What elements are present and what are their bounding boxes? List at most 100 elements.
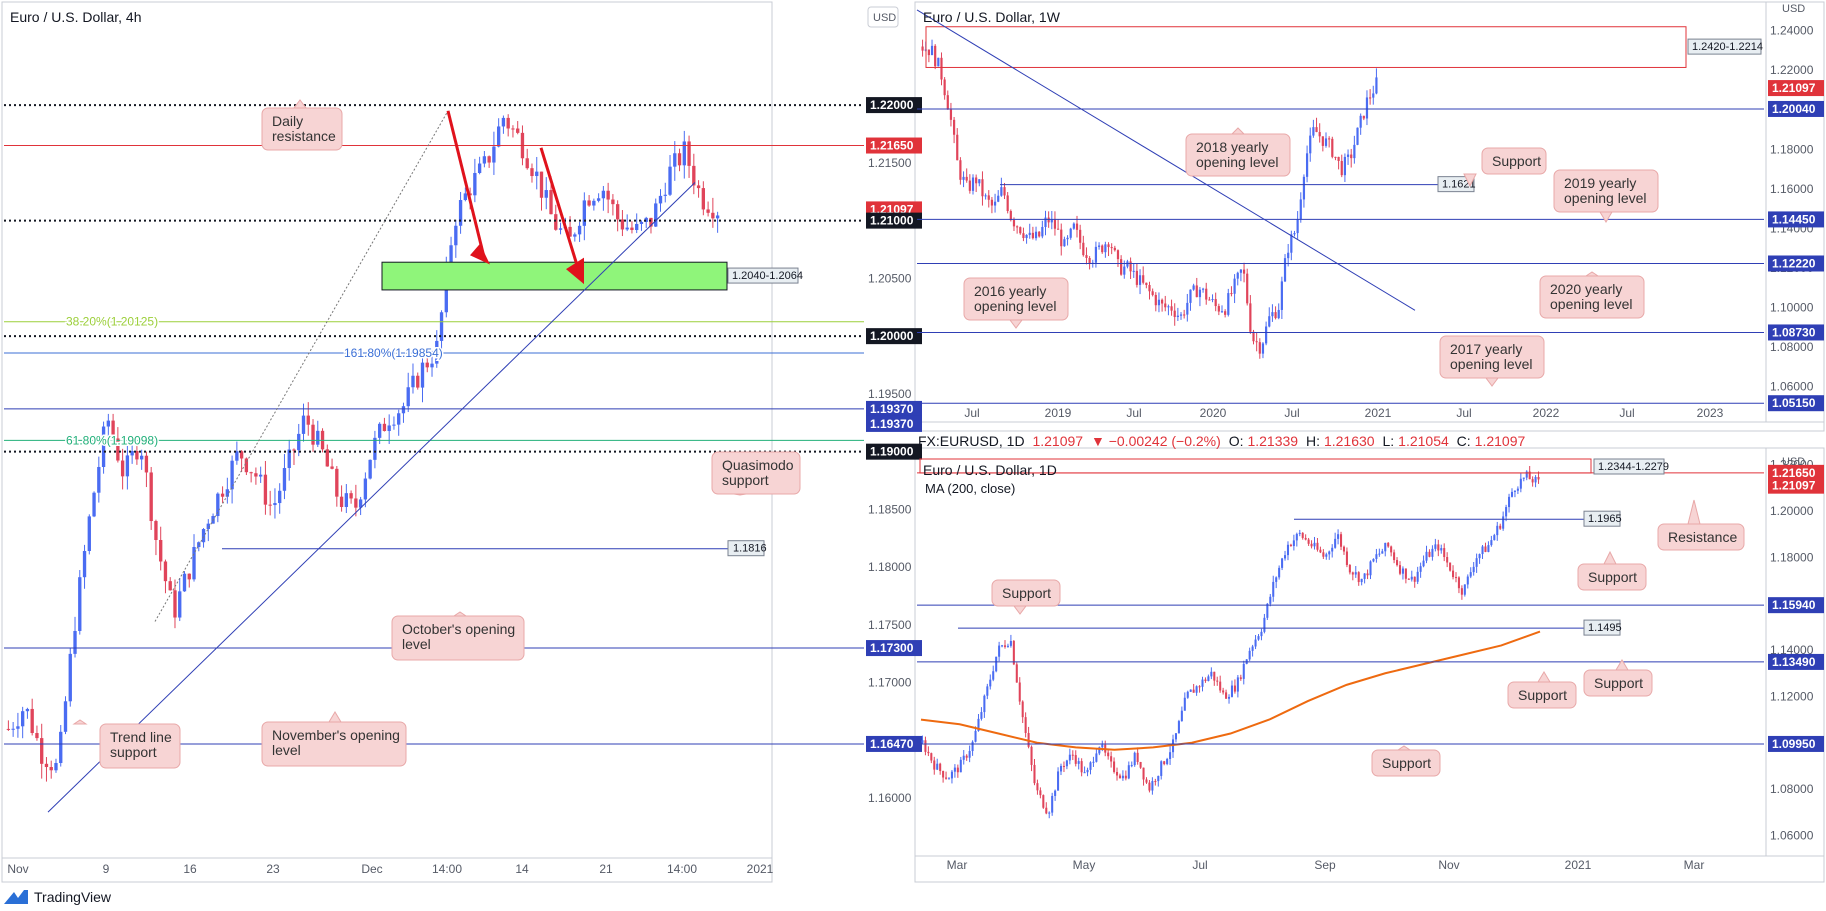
candle-body bbox=[615, 204, 620, 220]
pane-1d bbox=[914, 447, 1825, 883]
candle-body bbox=[1192, 689, 1195, 693]
candle-body bbox=[1356, 127, 1359, 145]
y-tick-label: 1.12000 bbox=[1770, 689, 1814, 703]
candle-body bbox=[1331, 138, 1334, 157]
candle-body bbox=[620, 219, 625, 230]
chart-title-1d: Euro / U.S. Dollar, 1D bbox=[923, 462, 1057, 478]
candle-body bbox=[287, 449, 291, 469]
candle-body bbox=[1006, 195, 1009, 212]
candle-body bbox=[1208, 299, 1211, 301]
price-badge bbox=[866, 137, 922, 154]
candle-body bbox=[78, 577, 82, 631]
candle-body bbox=[1230, 685, 1234, 697]
candle-body bbox=[411, 375, 415, 388]
candle-body bbox=[711, 212, 715, 219]
candle-body bbox=[1127, 765, 1130, 779]
candle-body bbox=[965, 176, 968, 181]
candle-body bbox=[1277, 309, 1280, 319]
high-value: 1.21630 bbox=[1323, 433, 1375, 449]
candle-body bbox=[998, 645, 1001, 657]
candle-body bbox=[1033, 764, 1036, 784]
price-badge-label: 1.12220 bbox=[1772, 256, 1816, 270]
candle-body bbox=[1121, 775, 1124, 779]
price-change: ▼ −0.00242 (−0.2%) bbox=[1090, 433, 1221, 449]
indicator-label: MA (200, close) bbox=[925, 481, 1015, 496]
candle-body bbox=[1053, 219, 1057, 229]
candle-body bbox=[1198, 289, 1202, 298]
candle-body bbox=[568, 226, 572, 237]
x-tick-label: 21 bbox=[599, 862, 613, 876]
callout-text: Resistance bbox=[1668, 529, 1737, 545]
candle-body bbox=[601, 190, 606, 199]
brand-name[interactable]: TradingView bbox=[34, 889, 112, 905]
candle-body bbox=[1220, 311, 1224, 313]
candle-body bbox=[1269, 596, 1272, 604]
candle-body bbox=[1113, 247, 1116, 251]
x-tick-label: 16 bbox=[183, 862, 197, 876]
price-badge-label: 1.14450 bbox=[1772, 212, 1816, 226]
price-badge bbox=[866, 640, 922, 657]
candle-body bbox=[956, 767, 959, 773]
candle-body bbox=[1233, 278, 1236, 294]
price-badge-label: 1.09950 bbox=[1772, 737, 1816, 751]
price-badge bbox=[1768, 477, 1824, 494]
price-badge-label: 1.13490 bbox=[1772, 655, 1816, 669]
pane-1w-layer: 1.060001.080001.100001.120001.140001.160… bbox=[916, 9, 1824, 420]
candle-body bbox=[1334, 538, 1337, 548]
callout-text: opening level bbox=[1550, 296, 1633, 312]
price-badge-label: 1.05150 bbox=[1772, 396, 1816, 410]
candle-body bbox=[677, 153, 682, 166]
candle-body bbox=[1508, 496, 1511, 508]
currency-box-4h[interactable] bbox=[867, 6, 899, 28]
candle-body bbox=[1060, 229, 1063, 247]
candle-body bbox=[1258, 342, 1261, 354]
candle-body bbox=[1353, 144, 1356, 159]
candle-body bbox=[1198, 686, 1201, 688]
candle-body bbox=[1505, 507, 1508, 517]
red-arrow-head bbox=[566, 257, 584, 285]
candle-body bbox=[1419, 566, 1422, 572]
x-tick-label: Nov bbox=[7, 862, 28, 876]
candle-body bbox=[1167, 306, 1170, 308]
candle-body bbox=[1054, 790, 1057, 796]
candle-body bbox=[1516, 488, 1519, 491]
close-label: C: bbox=[1456, 433, 1471, 449]
candle-body bbox=[1201, 679, 1204, 687]
candle-body bbox=[1174, 733, 1178, 740]
candle-body bbox=[1022, 233, 1025, 239]
candle-body bbox=[1227, 696, 1231, 699]
price-badge-label: 1.08730 bbox=[1772, 325, 1816, 339]
candle-body bbox=[1434, 544, 1437, 549]
tradingview-logo-icon bbox=[4, 890, 28, 904]
candle-body bbox=[1263, 617, 1266, 632]
x-tick-label: 2019 bbox=[1045, 406, 1072, 420]
candle-body bbox=[92, 492, 96, 517]
candle-body bbox=[715, 215, 720, 219]
price-badge bbox=[866, 97, 922, 114]
candle-body bbox=[582, 200, 587, 226]
candle-body bbox=[1085, 255, 1088, 258]
candle-body bbox=[1236, 272, 1239, 279]
candle-body bbox=[1157, 299, 1161, 306]
candle-body bbox=[1164, 303, 1167, 308]
candle-body bbox=[1180, 710, 1183, 722]
candle-body bbox=[990, 199, 994, 206]
price-badge bbox=[1768, 597, 1824, 614]
candle-body bbox=[1075, 223, 1079, 230]
candle-body bbox=[73, 630, 77, 654]
low-value: 1.21054 bbox=[1398, 433, 1449, 449]
callout-text: Support bbox=[1002, 585, 1051, 601]
support-label: 1.1495 bbox=[1588, 622, 1622, 634]
price-badge-label: 1.21650 bbox=[870, 139, 914, 153]
candle-body bbox=[54, 763, 58, 771]
candle-body bbox=[1195, 686, 1198, 693]
y-tick-label: 1.17500 bbox=[868, 618, 912, 632]
support-label: 1.1965 bbox=[1588, 513, 1622, 525]
candle-body bbox=[962, 176, 965, 180]
candle-body bbox=[1301, 532, 1304, 538]
candle-body bbox=[1077, 761, 1080, 764]
candle-body bbox=[1161, 299, 1164, 304]
candle-body bbox=[1006, 645, 1009, 647]
fib-label: 38.20%(1.20125) bbox=[66, 315, 158, 329]
candle-body bbox=[1328, 138, 1331, 140]
